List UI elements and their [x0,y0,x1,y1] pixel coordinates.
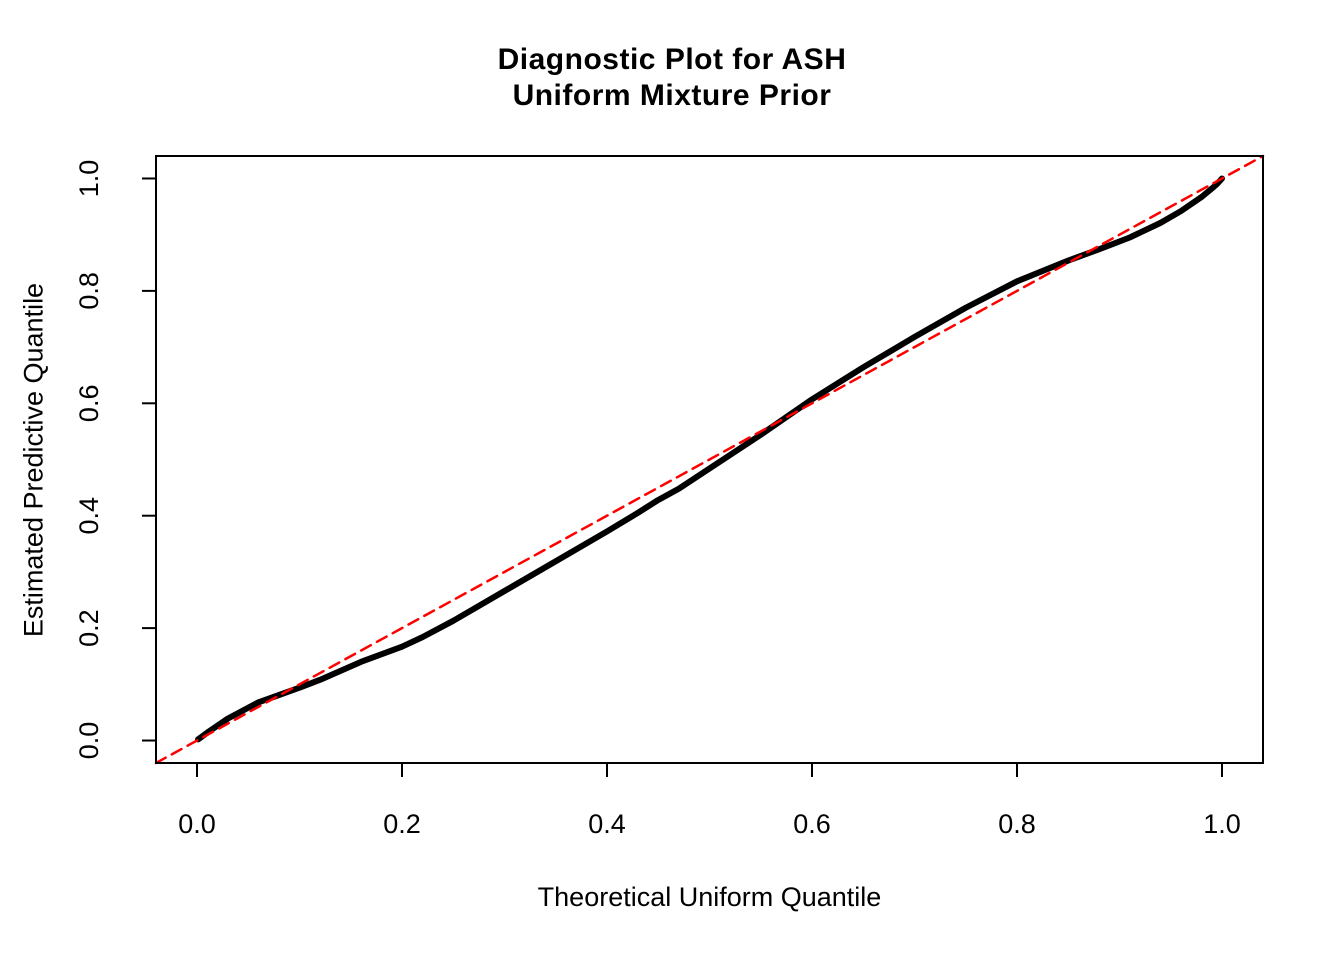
y-axis-tick-label: 0.4 [74,497,104,535]
plot-title: Diagnostic Plot for ASH Uniform Mixture … [0,42,1344,114]
qq-curve-line [195,175,1225,743]
x-axis-tick-label: 0.0 [178,809,216,839]
y-axis-tick-label: 0.2 [74,609,104,647]
y-axis-title: Estimated Predictive Quantile [18,282,49,638]
plot-title-line1: Diagnostic Plot for ASH [497,43,847,76]
plot-series-layer [154,154,1265,765]
x-axis-tick-label: 0.2 [383,809,421,839]
plot-box [155,155,1264,764]
x-axis-tick-label: 0.4 [588,809,626,839]
x-axis-tick-label: 0.8 [998,809,1036,839]
plot-title-line2: Uniform Mixture Prior [512,79,832,112]
y-axis-tick-label: 0.6 [74,385,104,423]
y-axis-tick-label: 1.0 [74,160,104,198]
x-axis-tick-label: 0.6 [793,809,831,839]
y-axis-tick-label: 0.8 [74,272,104,310]
plot-axes-layer: 0.0 0.2 0.4 0.6 0.8 1.0 0.0 0.2 0.4 0.6 0.8 1.0 [74,160,1241,839]
x-axis-title: Theoretical Uniform Quantile [537,882,882,912]
x-axis-tick-label: 1.0 [1203,809,1241,839]
y-axis-tick-label: 0.0 [74,722,104,760]
identity-reference-line [154,154,1265,765]
